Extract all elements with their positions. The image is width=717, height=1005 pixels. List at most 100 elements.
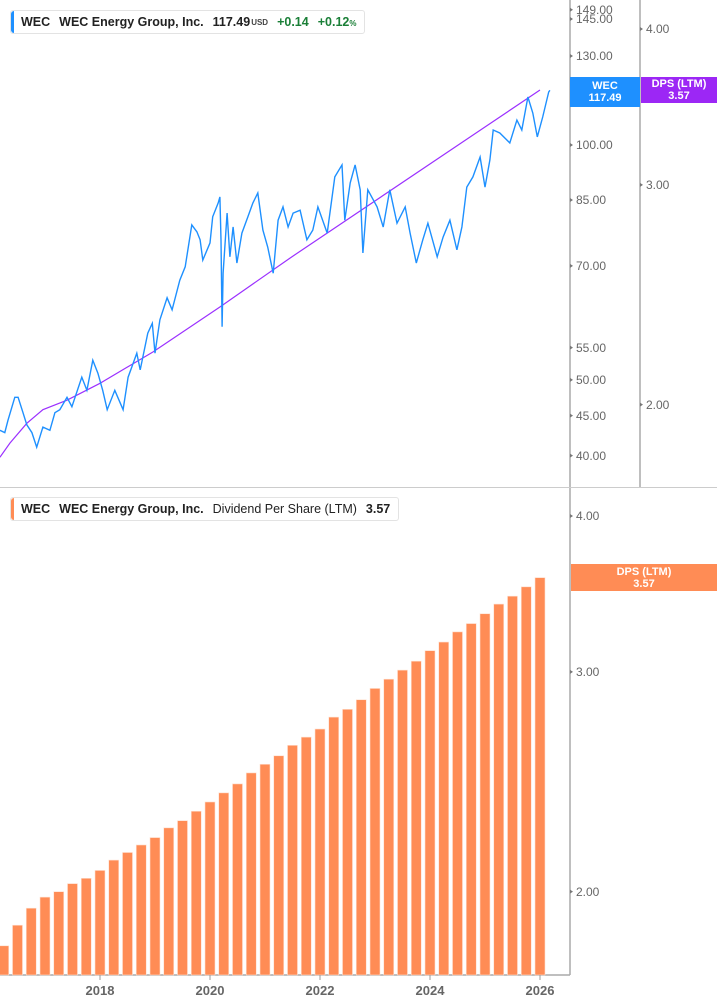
legend-change: +0.14 <box>277 15 309 29</box>
dps-bar <box>369 688 381 976</box>
dps-bar <box>259 763 271 976</box>
tick-mark <box>570 54 573 59</box>
dps-bar <box>397 669 408 976</box>
dps-legend[interactable]: WEC WEC Energy Group, Inc. Dividend Per … <box>10 497 400 521</box>
dps-bar <box>300 736 312 976</box>
dps-bar <box>534 577 546 976</box>
dps-bar <box>245 772 257 976</box>
price-line <box>0 89 551 450</box>
dps-bar <box>452 631 463 976</box>
legend-value: 3.57 <box>365 502 391 516</box>
trend-line <box>0 89 541 458</box>
price-axis-label: 40.00 <box>576 448 607 463</box>
legend-change-pct-value: +0.12 <box>317 15 350 29</box>
legend-pct-sign: % <box>349 19 357 28</box>
tick-mark <box>570 889 573 894</box>
dps-bar <box>163 827 175 976</box>
price-axis-label: 45.00 <box>576 408 607 423</box>
dps-bar <box>94 870 106 976</box>
legend-currency: USD <box>251 17 269 27</box>
tick-mark <box>570 453 573 458</box>
dps-bar <box>177 820 188 976</box>
price-tag-label: WEC <box>592 80 618 92</box>
dps-bar <box>410 660 422 976</box>
legend-color-marker <box>11 498 14 520</box>
tick-mark <box>570 263 573 268</box>
legend-company-name: WEC Energy Group, Inc. <box>59 502 204 516</box>
dps-bar <box>218 792 230 976</box>
dps-axis-label: 4.00 <box>576 509 600 523</box>
dps-bar <box>465 623 477 976</box>
tick-mark <box>570 669 573 674</box>
dps-bar <box>424 650 436 976</box>
dps-tag-top: DPS (LTM) 3.57 <box>641 77 717 103</box>
dps-bar <box>493 603 505 976</box>
legend-price: 117.49 <box>212 15 251 29</box>
dps-bar <box>383 678 395 976</box>
legend-color-marker <box>11 11 14 33</box>
dps-bar <box>328 716 340 976</box>
dps-bar <box>232 783 243 976</box>
dps-tag-value: 3.57 <box>668 90 690 102</box>
dps-bar <box>273 755 285 976</box>
dps-bars <box>0 577 546 976</box>
tick-mark <box>570 413 573 418</box>
x-axis-label: 2022 <box>305 983 335 998</box>
dps-axis-label: 3.00 <box>576 664 600 679</box>
price-axis-label: 145.00 <box>576 12 613 26</box>
price-axis-label: 70.00 <box>576 258 607 273</box>
dps-bar <box>190 810 202 976</box>
tick-mark <box>570 345 573 350</box>
tick-mark <box>570 142 573 147</box>
tick-mark <box>570 17 573 21</box>
dps-bar <box>122 852 133 976</box>
dps-bar <box>342 709 353 976</box>
price-tag: WEC 117.49 <box>570 77 640 107</box>
tick-mark <box>570 198 573 203</box>
dps-bar <box>39 896 51 976</box>
tick-mark <box>640 27 643 31</box>
dps-bar <box>0 945 10 976</box>
dps-bar <box>287 745 298 976</box>
dps-bar <box>67 883 78 976</box>
dps-bar <box>12 924 23 976</box>
dps-bar <box>149 837 161 976</box>
dps-bar <box>53 891 65 976</box>
legend-ticker: WEC <box>21 502 51 516</box>
dps-tag-value: 3.57 <box>633 577 655 590</box>
dps-bar <box>355 699 367 976</box>
price-axis-label: 55.00 <box>576 340 607 355</box>
price-axis-label: 100.00 <box>576 137 613 152</box>
dps-bar <box>204 801 216 976</box>
tick-mark <box>640 402 643 407</box>
dps-tag-label: DPS (LTM) <box>651 78 707 90</box>
dps-tag-bottom: DPS (LTM) 3.57 <box>571 564 717 591</box>
dps-bar <box>80 878 92 976</box>
tick-mark <box>570 377 573 382</box>
legend-ticker: WEC <box>21 15 51 29</box>
dps-axis-label: 2.00 <box>646 397 670 412</box>
dps-bar <box>438 641 450 976</box>
x-axis-label: 2024 <box>415 983 445 998</box>
dps-bar <box>520 586 532 976</box>
dps-bar <box>135 844 147 976</box>
tick-mark <box>570 7 573 12</box>
price-axis-label: 149.00 <box>576 2 613 17</box>
dps-tag-label: DPS (LTM) <box>616 565 672 578</box>
dps-axis-label: 2.00 <box>576 884 600 899</box>
price-axis-label: 50.00 <box>576 372 607 387</box>
tick-mark <box>640 182 643 187</box>
price-axis-label: 130.00 <box>576 49 613 64</box>
dps-bar <box>25 907 37 976</box>
price-axis-label: 85.00 <box>576 193 607 208</box>
price-legend[interactable]: WEC WEC Energy Group, Inc. 117.49 USD +0… <box>10 10 366 34</box>
price-tag-value: 117.49 <box>588 92 622 104</box>
tick-mark <box>570 514 573 518</box>
x-axis-label: 2018 <box>85 983 115 998</box>
dps-bar <box>507 595 518 976</box>
dps-axis-label: 3.00 <box>646 177 670 192</box>
x-axis-label: 2020 <box>195 983 225 998</box>
legend-metric: Dividend Per Share (LTM) <box>212 502 357 516</box>
dps-axis-label: 4.00 <box>646 22 670 36</box>
